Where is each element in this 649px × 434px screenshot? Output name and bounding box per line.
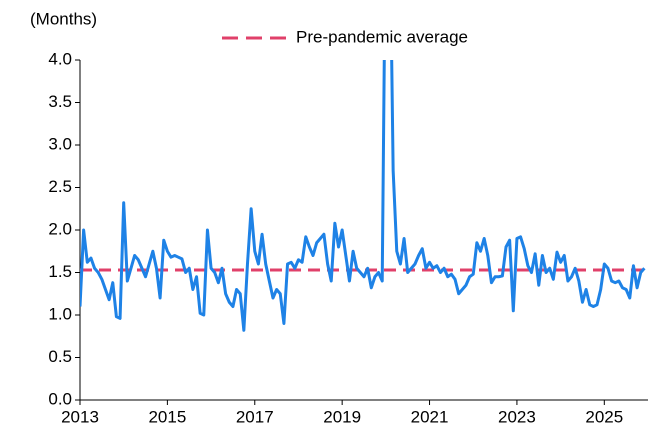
- y-tick-label: 1.5: [48, 262, 72, 281]
- y-tick-label: 2.0: [48, 219, 72, 238]
- legend-label: Pre-pandemic average: [296, 27, 468, 46]
- data-line: [80, 60, 646, 332]
- y-tick-label: 3.5: [48, 92, 72, 111]
- y-tick-label: 4.0: [48, 49, 72, 68]
- y-tick-label: 2.5: [48, 177, 72, 196]
- x-tick-label: 2017: [236, 407, 274, 426]
- x-tick-label: 2025: [585, 407, 623, 426]
- x-tick-label: 2021: [411, 407, 449, 426]
- plot-area: [80, 60, 648, 332]
- x-tick-label: 2013: [61, 407, 99, 426]
- x-tick-label: 2019: [323, 407, 361, 426]
- y-tick-label: 0.0: [48, 389, 72, 408]
- x-tick-label: 2015: [148, 407, 186, 426]
- y-axis-label: (Months): [30, 9, 97, 28]
- x-tick-label: 2023: [498, 407, 536, 426]
- y-tick-label: 0.5: [48, 347, 72, 366]
- y-tick-label: 1.0: [48, 304, 72, 323]
- y-tick-label: 3.0: [48, 134, 72, 153]
